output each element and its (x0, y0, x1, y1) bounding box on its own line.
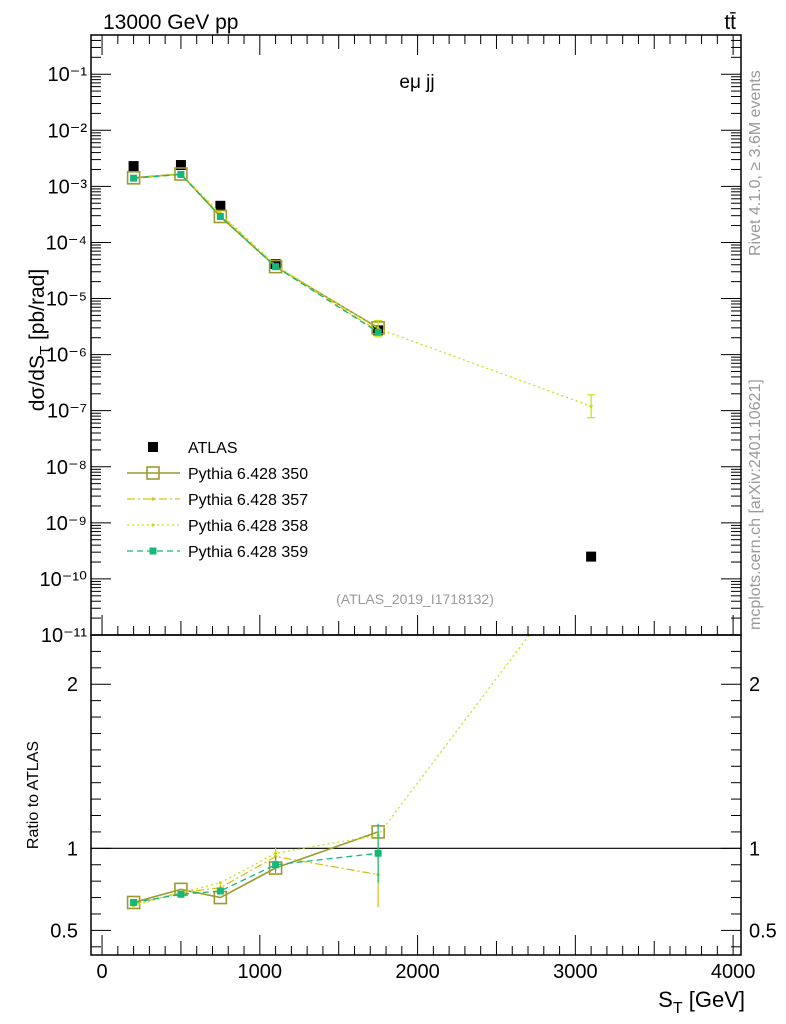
main-y-tick-label: 10⁻⁷ (47, 401, 87, 423)
ratio-point-pythia-6-428-358 (273, 851, 278, 855)
main-point-pythia-6-428-359 (374, 328, 382, 336)
legend-label-pythia-6-428-358: Pythia 6.428 358 (188, 518, 308, 535)
x-tick-label: 3000 (553, 961, 598, 983)
legend-marker-pythia-6-428-357 (151, 497, 155, 501)
ratio-point-pythia-6-428-359 (130, 898, 138, 906)
ratio-y-tick-label: 2 (67, 674, 78, 696)
main-y-tick-label: 10⁻¹¹ (41, 625, 87, 647)
legend-label-pythia-6-428-350: Pythia 6.428 350 (188, 466, 308, 483)
data-point-atlas (586, 551, 597, 562)
main-y-tick-label: 10⁻⁴ (46, 232, 87, 254)
ratio-point-pythia-6-428-359 (216, 887, 224, 895)
main-y-tick-label: 10⁻⁵ (46, 289, 87, 311)
ratio-point-pythia-6-428-359 (177, 890, 185, 898)
main-point-pythia-6-428-359 (130, 174, 138, 182)
ratio-line-pythia-6-428-359 (133, 852, 379, 904)
ratio-point-pythia-6-428-359 (374, 849, 382, 857)
main-point-pythia-6-428-350 (268, 259, 283, 274)
ratio-line-pythia-6-428-358 (133, 635, 531, 907)
ratio-point-pythia-6-428-359 (272, 861, 280, 869)
legend-marker-pythia-6-428-359 (149, 547, 157, 555)
mcplots-source-label: mcplots.cern.ch [arXiv:2401.10621] (747, 379, 764, 630)
channel-annotation: eμ jj (399, 72, 434, 93)
main-point-pythia-6-428-359 (216, 213, 224, 221)
header-left: 13000 GeV pp (103, 11, 238, 34)
x-tick-label: 1000 (238, 961, 283, 983)
ratio-line-pythia-6-428-350 (133, 831, 379, 904)
ratio-y-axis-label: Ratio to ATLAS (25, 741, 42, 849)
main-series-layer (126, 160, 597, 562)
ratio-plot-frame (90, 634, 742, 956)
ratio-y-tick-label-right: 2 (749, 674, 760, 696)
ratio-y-tick-label-right: 1 (749, 838, 760, 860)
main-line-pythia-6-428-358 (133, 173, 592, 407)
x-tick-label: 4000 (711, 961, 756, 983)
ratio-point-pythia-6-428-358 (218, 881, 222, 885)
main-point-pythia-6-428-359 (177, 170, 185, 178)
main-point-pythia-6-428-358 (589, 404, 593, 408)
ratio-y-tick-label: 0.5 (50, 920, 78, 942)
ratio-y-tick-label: 1 (67, 838, 78, 860)
x-tick-label: 0 (96, 961, 107, 983)
main-y-tick-label: 10⁻³ (48, 176, 88, 198)
rivet-version-label: Rivet 4.1.0, ≥ 3.6M events (747, 70, 764, 256)
legend: ATLAS Pythia 6.428 350 Pythia 6.428 357 Pyt… (127, 440, 308, 561)
main-y-tick-label: 10⁻¹ (48, 64, 88, 86)
axes-layer: 10⁻¹¹10⁻¹⁰10⁻⁹10⁻⁸10⁻⁷10⁻⁶10⁻⁵10⁻⁴10⁻³10… (40, 34, 777, 983)
ratio-y-tick-label-right: 0.5 (749, 920, 777, 942)
main-y-tick-label: 10⁻² (48, 120, 88, 142)
legend-label-pythia-6-428-359: Pythia 6.428 359 (188, 544, 308, 561)
header-right: tt̄ (724, 11, 736, 34)
main-y-tick-label: 10⁻⁸ (46, 457, 87, 479)
legend-marker-pythia-6-428-358 (151, 523, 155, 527)
legend-marker-pythia-6-428-350 (146, 466, 160, 480)
data-point-atlas (175, 160, 186, 171)
x-axis-label: ST [GeV] (658, 987, 745, 1017)
main-line-pythia-6-428-357 (133, 173, 379, 332)
legend-label-atlas: ATLAS (188, 440, 238, 457)
main-line-pythia-6-428-350 (133, 173, 379, 329)
x-tick-label: 2000 (395, 961, 440, 983)
data-point-atlas (215, 200, 226, 211)
main-point-pythia-6-428-359 (272, 263, 280, 271)
main-y-tick-label: 10⁻⁹ (46, 513, 87, 535)
main-point-pythia-6-428-350 (213, 209, 228, 224)
data-point-atlas (128, 161, 139, 172)
ratio-series-layer (126, 635, 531, 910)
main-y-tick-label: 10⁻⁶ (46, 345, 87, 367)
main-y-tick-label: 10⁻¹⁰ (40, 569, 87, 591)
legend-marker-atlas (148, 442, 158, 452)
legend-label-pythia-6-428-357: Pythia 6.428 357 (188, 492, 308, 509)
analysis-reference: (ATLAS_2019_I1718132) (336, 591, 494, 607)
